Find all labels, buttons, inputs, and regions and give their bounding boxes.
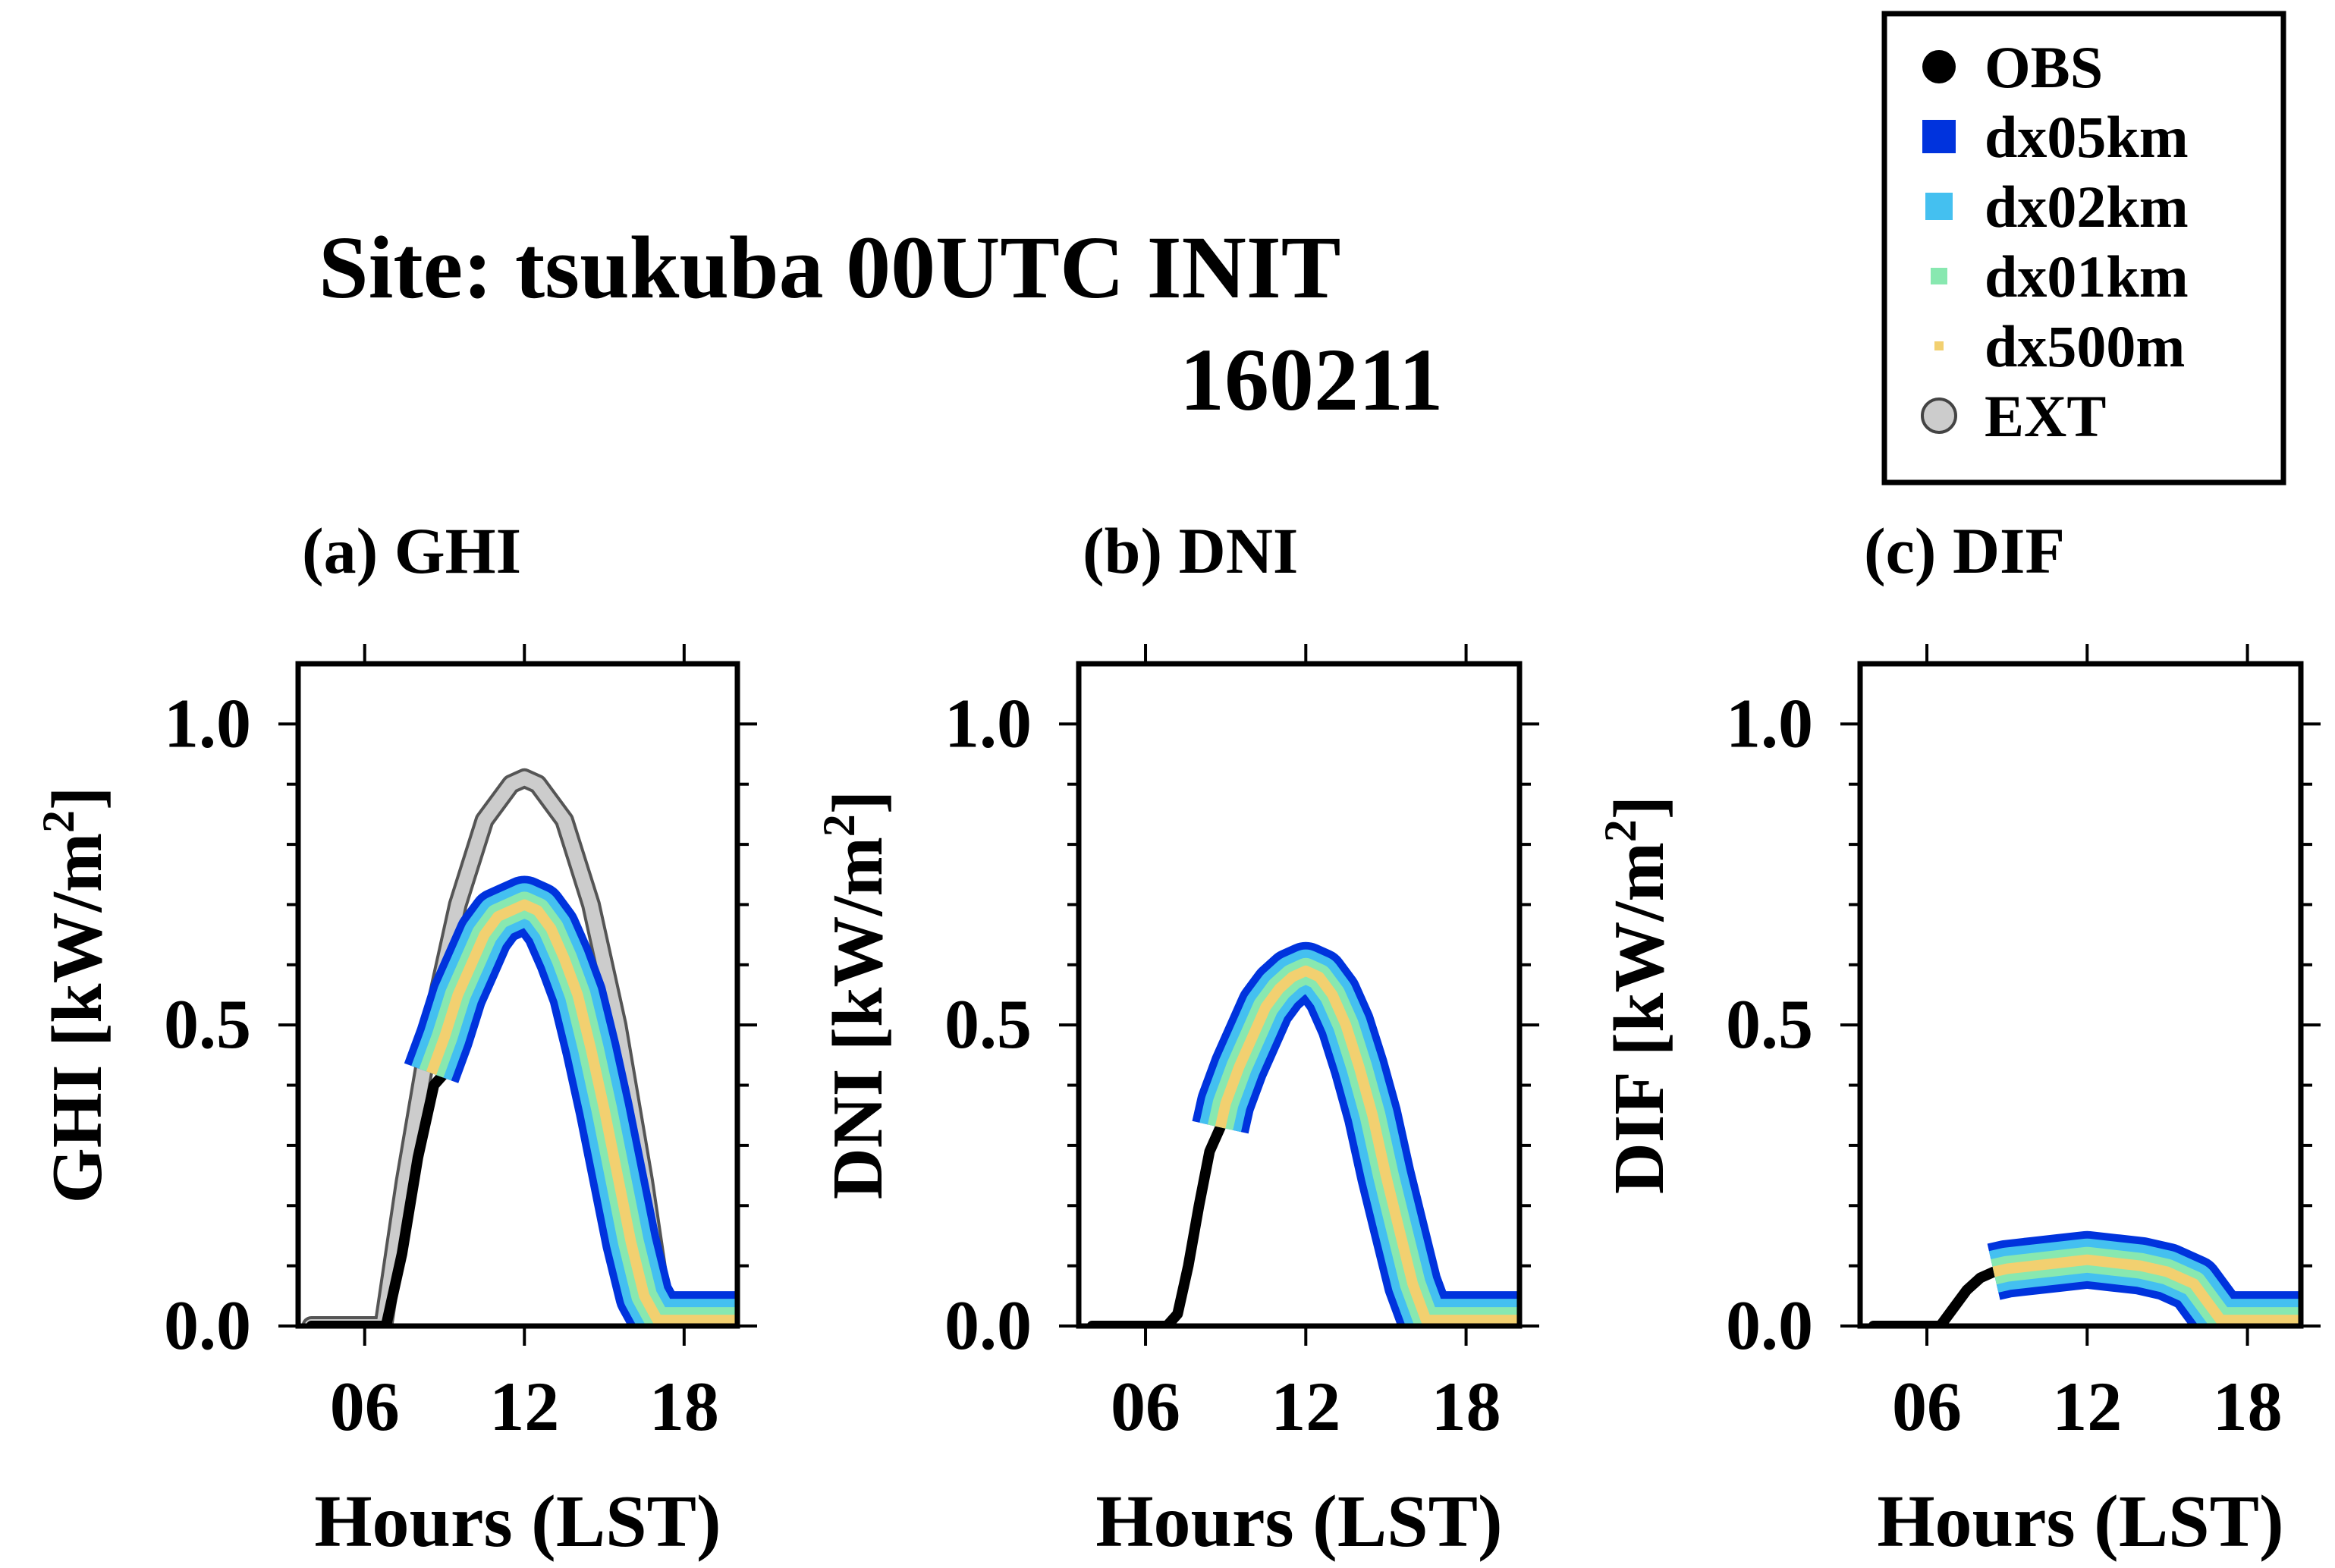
y-tick-label: 0.0 xyxy=(164,1287,251,1364)
x-axis-label: Hours (LST) xyxy=(1095,1481,1502,1563)
y-axis-label-main: GHI [kW/m xyxy=(38,833,117,1203)
y-axis-label-close: ] xyxy=(1600,796,1679,819)
y-tick-label: 0.5 xyxy=(1726,985,1813,1063)
x-tick-label: 12 xyxy=(1271,1368,1340,1445)
plot-area xyxy=(1868,1230,2301,1326)
y-axis-label-sup: 2 xyxy=(33,810,83,833)
panel-3: (c) DIF 0.0 0.5 1.0 06 12 18 Hours (LST) DIF [kW… xyxy=(1595,514,2321,1563)
legend-item-dx05km: dx05km xyxy=(1922,104,2189,170)
series-obs xyxy=(1868,1266,2000,1326)
y-tick-label: 0.0 xyxy=(944,1287,1032,1364)
y-tick-label: 1.0 xyxy=(944,684,1032,762)
x-tick-label: 18 xyxy=(649,1368,719,1445)
y-axis-label-main: DIF [kW/m xyxy=(1600,842,1679,1194)
legend-item-dx02km: dx02km xyxy=(1925,174,2189,240)
y-tick-label: 0.5 xyxy=(944,985,1032,1063)
legend-item-ext: EXT xyxy=(1921,383,2106,449)
series-ext xyxy=(304,771,737,1326)
panels: (a) GHI 0.0 0.5 1.0 06 12 18 Hours (LST) GHI [kW… xyxy=(33,514,2321,1563)
y-tick-label: 0.5 xyxy=(164,985,251,1063)
legend-item-obs: OBS xyxy=(1922,34,2103,100)
y-tick-label: 1.0 xyxy=(1726,684,1813,762)
plot-area xyxy=(1086,941,1519,1326)
legend-item-dx500m: dx500m xyxy=(1934,313,2185,379)
legend-label-dx500m: dx500m xyxy=(1985,313,2185,379)
figure-subtitle: 160211 xyxy=(1180,330,1444,429)
x-tick-label: 12 xyxy=(2052,1368,2122,1445)
legend-marker-ext xyxy=(1921,397,1957,434)
y-tick-label: 0.0 xyxy=(1726,1287,1813,1364)
legend-label-dx05km: dx05km xyxy=(1985,104,2189,170)
plot-frame xyxy=(1076,661,1523,1329)
y-tick-label: 1.0 xyxy=(164,684,251,762)
legend-label-dx02km: dx02km xyxy=(1985,174,2189,240)
series-dx500m xyxy=(1992,1254,2301,1326)
x-axis-label: Hours (LST) xyxy=(314,1481,721,1563)
y-axis-label: DIF [kW/m2] xyxy=(1595,796,1679,1194)
legend-label-ext: EXT xyxy=(1985,383,2106,449)
series-obs xyxy=(1086,1122,1226,1326)
y-axis-label-close: ] xyxy=(819,790,897,814)
y-axis-label: DNI [kW/m2] xyxy=(814,790,897,1199)
x-tick-label: 18 xyxy=(2213,1368,2283,1445)
panel-title: (a) GHI xyxy=(302,514,521,587)
figure-title: Site: tsukuba 00UTC INIT xyxy=(319,218,1341,317)
panel-2: (b) DNI 0.0 0.5 1.0 06 12 18 Hours (LST) DNI [kW… xyxy=(814,514,1539,1563)
series-dx500m xyxy=(1215,965,1519,1326)
y-axis-label: GHI [kW/m2] xyxy=(33,787,117,1204)
y-axis-label-sup: 2 xyxy=(1595,819,1645,842)
y-axis-label-close: ] xyxy=(38,787,117,810)
legend-marker-obs xyxy=(1922,50,1956,83)
legend-marker-dx500m xyxy=(1934,341,1944,350)
x-tick-label: 12 xyxy=(489,1368,559,1445)
series-ext-outline xyxy=(301,768,737,1326)
y-axis-label-sup: 2 xyxy=(814,814,864,837)
panel-title: (c) DIF xyxy=(1864,514,2065,587)
legend-item-dx01km: dx01km xyxy=(1931,244,2189,310)
series-obs xyxy=(306,1067,450,1326)
x-tick-label: 06 xyxy=(1111,1368,1180,1445)
legend-marker-dx02km xyxy=(1925,193,1953,220)
panel-title: (b) DNI xyxy=(1083,514,1298,587)
legend-marker-dx05km xyxy=(1922,120,1956,153)
x-axis-label: Hours (LST) xyxy=(1877,1481,2283,1563)
legend-label-obs: OBS xyxy=(1985,34,2103,100)
panel-1: (a) GHI 0.0 0.5 1.0 06 12 18 Hours (LST) GHI [kW… xyxy=(33,514,757,1563)
legend-marker-dx01km xyxy=(1931,268,1947,284)
plot-area xyxy=(301,768,737,1326)
plot-frame xyxy=(295,661,740,1329)
x-tick-label: 18 xyxy=(1431,1368,1501,1445)
y-axis-label-main: DNI [kW/m xyxy=(819,837,897,1199)
x-tick-label: 06 xyxy=(1892,1368,1962,1445)
plot-frame xyxy=(1857,661,2304,1329)
legend-label-dx01km: dx01km xyxy=(1985,244,2189,310)
series-dx500m xyxy=(426,899,737,1326)
x-tick-label: 06 xyxy=(330,1368,400,1445)
